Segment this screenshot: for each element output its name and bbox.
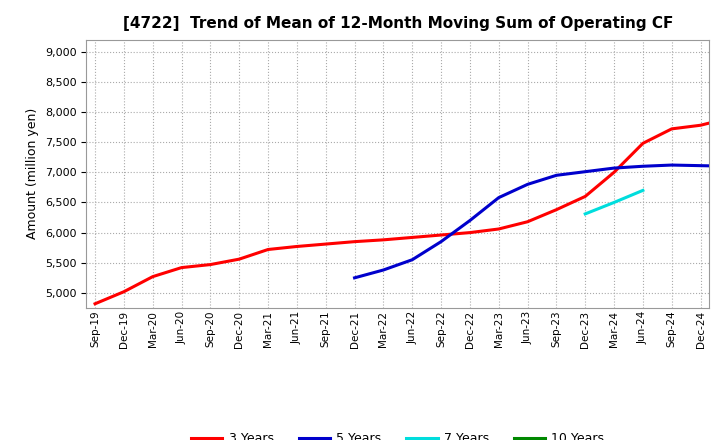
- 5 Years: [379, 268, 387, 273]
- Line: 7 Years: 7 Years: [585, 191, 643, 214]
- 5 Years: [408, 257, 417, 262]
- 5 Years: [495, 195, 503, 200]
- 3 Years: [696, 123, 705, 128]
- 3 Years: [148, 274, 157, 279]
- 3 Years: [610, 170, 618, 175]
- 3 Years: [495, 226, 503, 231]
- Line: 5 Years: 5 Years: [354, 142, 720, 278]
- 3 Years: [408, 235, 417, 240]
- 3 Years: [437, 232, 446, 238]
- 5 Years: [350, 275, 359, 280]
- 3 Years: [350, 239, 359, 244]
- 5 Years: [581, 169, 590, 174]
- 3 Years: [321, 242, 330, 247]
- 3 Years: [581, 194, 590, 199]
- 5 Years: [437, 239, 446, 244]
- Line: 3 Years: 3 Years: [95, 53, 720, 304]
- 5 Years: [610, 165, 618, 171]
- 5 Years: [552, 172, 561, 178]
- 3 Years: [523, 219, 532, 224]
- 7 Years: [610, 200, 618, 205]
- 3 Years: [235, 257, 243, 262]
- Y-axis label: Amount (million yen): Amount (million yen): [27, 108, 40, 239]
- 5 Years: [639, 164, 647, 169]
- 7 Years: [581, 211, 590, 216]
- Title: [4722]  Trend of Mean of 12-Month Moving Sum of Operating CF: [4722] Trend of Mean of 12-Month Moving …: [122, 16, 673, 32]
- Legend: 3 Years, 5 Years, 7 Years, 10 Years: 3 Years, 5 Years, 7 Years, 10 Years: [186, 427, 609, 440]
- 3 Years: [91, 301, 99, 306]
- 3 Years: [667, 126, 676, 132]
- 7 Years: [639, 188, 647, 193]
- 3 Years: [120, 289, 128, 294]
- 5 Years: [523, 182, 532, 187]
- 3 Years: [466, 230, 474, 235]
- 3 Years: [379, 237, 387, 242]
- 5 Years: [696, 163, 705, 168]
- 3 Years: [292, 244, 301, 249]
- 3 Years: [264, 247, 272, 252]
- 3 Years: [639, 141, 647, 146]
- 5 Years: [667, 162, 676, 168]
- 3 Years: [177, 265, 186, 270]
- 5 Years: [466, 218, 474, 223]
- 3 Years: [552, 207, 561, 213]
- 3 Years: [206, 262, 215, 267]
